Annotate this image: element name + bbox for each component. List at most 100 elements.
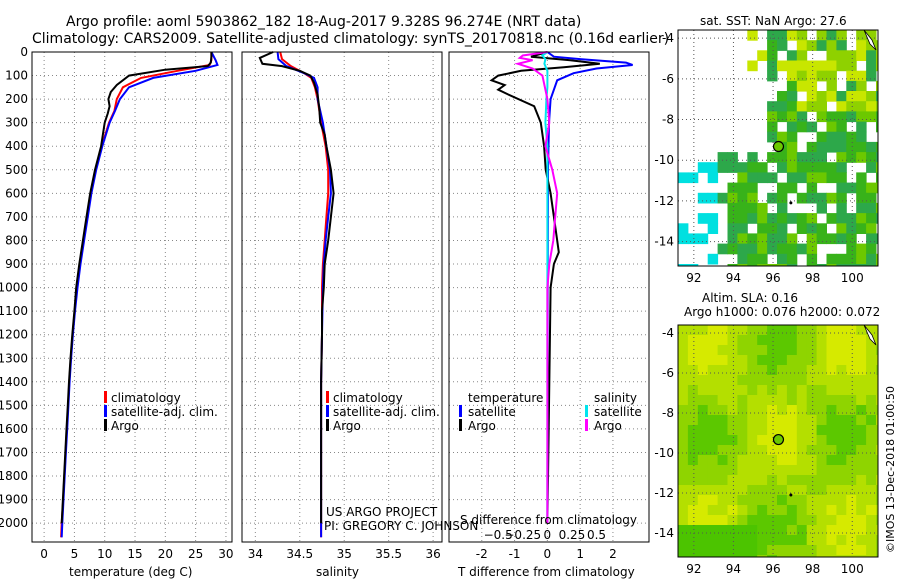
map-cell — [737, 253, 748, 265]
map-cell — [786, 101, 798, 112]
map-cell — [678, 233, 689, 245]
map-cell — [687, 264, 699, 266]
map-cell — [777, 395, 788, 406]
map-cell — [717, 325, 728, 336]
map-cell — [707, 455, 719, 466]
sst-map-title: sat. SST: NaN Argo: 27.6 — [700, 14, 847, 28]
y-tick-label: 1500 — [0, 398, 28, 412]
map-cell — [757, 162, 768, 173]
map-cell — [856, 545, 867, 556]
map-cell — [707, 415, 719, 426]
map-cell — [806, 425, 818, 436]
map-cell — [856, 515, 867, 526]
map-cell — [678, 455, 689, 466]
difference-top-label: S difference from climatology — [460, 513, 637, 527]
map-cell — [866, 395, 877, 406]
salinity-series — [258, 51, 335, 538]
map-cell — [836, 355, 847, 366]
map-cell — [876, 365, 878, 376]
map-cell — [836, 515, 847, 526]
map-cell — [836, 223, 847, 234]
map-cell — [737, 375, 748, 386]
map-cell — [826, 162, 837, 173]
map-cell — [767, 415, 778, 426]
map-cell — [687, 545, 699, 556]
map-cell — [806, 485, 818, 496]
map-cell — [727, 455, 738, 466]
map-cell — [767, 70, 778, 82]
map-cell — [856, 335, 867, 346]
map-cell — [846, 395, 857, 406]
map-cell — [846, 385, 857, 396]
map-cell — [856, 555, 867, 557]
series-line-t-argo — [489, 51, 600, 524]
map-cell — [836, 395, 847, 406]
map-cell — [876, 40, 878, 51]
map-cell — [826, 213, 837, 224]
map-cell — [747, 30, 758, 41]
map-cell — [767, 121, 778, 133]
legend-label-climatology: climatology — [111, 391, 181, 405]
map-cell — [767, 555, 778, 557]
map-cell — [846, 141, 857, 153]
map-cell — [757, 375, 768, 386]
map-cell — [757, 172, 768, 184]
map-cell — [727, 345, 738, 356]
map-cell — [846, 475, 857, 486]
map-cell — [777, 415, 788, 426]
map-cell — [796, 405, 808, 416]
map-cell — [846, 465, 857, 476]
s-diff-tick-label: 0.25 — [559, 528, 586, 542]
map-cell — [796, 172, 808, 184]
map-cell — [796, 152, 808, 163]
map-cell — [796, 495, 808, 506]
map-y-tick-label: -12 — [654, 194, 674, 208]
map-cell — [836, 141, 847, 153]
map-cell — [836, 233, 847, 245]
map-cell — [876, 213, 878, 224]
map-cell — [727, 152, 738, 163]
map-cell — [826, 325, 837, 336]
map-cell — [777, 60, 788, 72]
map-cell — [876, 264, 878, 266]
map-cell — [737, 475, 748, 486]
map-cell — [747, 264, 758, 266]
sla-map-title: Altim. SLA: 0.16 — [702, 291, 798, 305]
map-cell — [826, 495, 837, 506]
map-cell — [806, 152, 818, 163]
map-cell — [767, 50, 778, 61]
map-cell — [816, 525, 827, 536]
map-cell — [816, 40, 827, 51]
map-cell — [678, 475, 689, 486]
map-cell — [806, 495, 818, 506]
map-cell — [816, 495, 827, 506]
map-cell — [727, 335, 738, 346]
map-cell — [786, 80, 798, 92]
map-cell — [707, 345, 719, 356]
map-cell — [717, 555, 728, 557]
map-cell — [826, 455, 837, 466]
map-cell — [816, 465, 827, 476]
map-cell — [876, 335, 878, 346]
legend-label-satellite: satellite-adj. clim. — [111, 405, 218, 419]
map-cell — [826, 435, 837, 446]
map-cell — [747, 465, 758, 476]
map-cell — [826, 40, 837, 51]
map-cell — [737, 425, 748, 436]
map-cell — [866, 253, 877, 265]
map-cell — [866, 345, 877, 356]
argo-position-marker — [772, 140, 785, 153]
map-cell — [796, 162, 808, 173]
map-cell — [727, 365, 738, 376]
map-cell — [856, 172, 867, 184]
map-cell — [826, 131, 837, 143]
map-cell — [777, 465, 788, 476]
map-cell — [866, 60, 877, 72]
map-cell — [816, 555, 827, 557]
temperature-frame — [31, 51, 233, 543]
map-cell — [786, 505, 798, 516]
x-tick-label: 0 — [40, 547, 48, 561]
map-cell — [697, 162, 709, 173]
map-cell — [767, 223, 778, 234]
map-cell — [836, 172, 847, 184]
